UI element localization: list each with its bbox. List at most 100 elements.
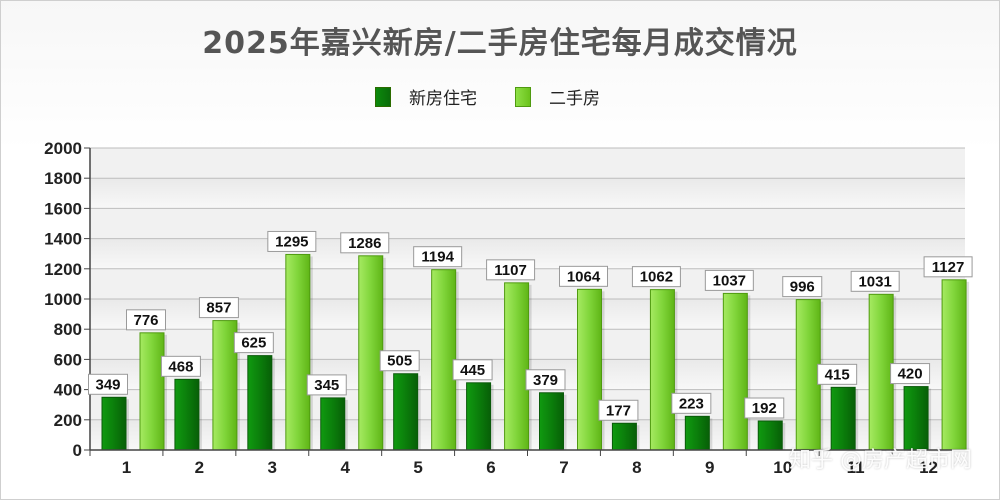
data-label: 505 bbox=[387, 353, 412, 370]
data-label: 1127 bbox=[932, 259, 965, 276]
legend-swatch-resale bbox=[515, 86, 531, 107]
data-label: 996 bbox=[790, 279, 815, 296]
data-label-box bbox=[923, 256, 973, 278]
data-label-box bbox=[744, 397, 785, 419]
bar-resale-housing bbox=[139, 332, 165, 451]
data-label-box bbox=[631, 266, 681, 288]
bar-resale-housing bbox=[722, 292, 748, 451]
data-label-box bbox=[88, 373, 128, 395]
bar-new-housing bbox=[903, 386, 929, 451]
data-label-box bbox=[267, 230, 317, 252]
data-label-box bbox=[817, 363, 858, 385]
bar-new-housing bbox=[174, 378, 200, 451]
x-tick-label: 12 bbox=[919, 458, 938, 477]
x-tick-label: 4 bbox=[340, 458, 350, 477]
data-label: 776 bbox=[133, 312, 158, 329]
x-tick-label: 7 bbox=[559, 458, 568, 477]
data-label: 1194 bbox=[421, 249, 454, 266]
data-label-box bbox=[782, 276, 823, 298]
bar-resale-housing bbox=[504, 282, 530, 451]
y-tick-label: 200 bbox=[54, 411, 82, 430]
legend-label-resale: 二手房 bbox=[549, 89, 600, 109]
legend-swatch-new bbox=[375, 86, 391, 107]
y-tick-label: 1000 bbox=[44, 290, 82, 309]
data-label: 192 bbox=[752, 400, 777, 417]
data-label-box bbox=[850, 270, 900, 292]
data-label: 415 bbox=[825, 366, 850, 383]
bar-new-housing bbox=[611, 422, 637, 451]
data-label: 468 bbox=[168, 358, 193, 375]
data-label-box bbox=[198, 297, 239, 319]
data-label: 1064 bbox=[567, 268, 601, 285]
data-label-box bbox=[233, 332, 274, 354]
data-label: 1286 bbox=[348, 235, 381, 252]
bar-resale-housing bbox=[577, 288, 602, 451]
x-tick-label: 6 bbox=[486, 458, 495, 477]
plot-band bbox=[90, 178, 965, 209]
x-tick-label: 1 bbox=[122, 458, 131, 477]
plot-band bbox=[90, 148, 965, 179]
bar-new-housing bbox=[393, 373, 419, 451]
data-label: 379 bbox=[533, 372, 558, 389]
bar-new-housing bbox=[247, 355, 273, 451]
bar-new-housing bbox=[539, 392, 564, 451]
bar-new-housing bbox=[684, 415, 710, 451]
chart-legend: 新房住宅 二手房 bbox=[375, 84, 638, 109]
data-label-box bbox=[890, 363, 931, 385]
x-tick-label: 11 bbox=[847, 458, 865, 477]
data-label: 625 bbox=[241, 335, 266, 352]
bar-resale-housing bbox=[795, 299, 821, 451]
y-tick-label: 2000 bbox=[44, 139, 82, 158]
data-label-box bbox=[126, 309, 166, 331]
x-tick-label: 2 bbox=[195, 458, 204, 477]
data-label: 445 bbox=[460, 362, 485, 379]
data-label-box bbox=[413, 246, 463, 268]
bar-resale-housing bbox=[285, 253, 311, 451]
x-tick-label: 5 bbox=[413, 458, 422, 477]
data-label: 177 bbox=[606, 402, 631, 419]
data-label-box bbox=[559, 265, 608, 287]
bar-resale-housing bbox=[431, 269, 457, 451]
data-label-box bbox=[704, 269, 754, 291]
y-tick-label: 0 bbox=[73, 441, 82, 460]
data-label-box bbox=[525, 369, 566, 391]
bar-resale-housing bbox=[358, 255, 384, 451]
data-label: 349 bbox=[95, 376, 120, 393]
x-tick-label: 10 bbox=[773, 458, 792, 477]
data-label: 1031 bbox=[858, 273, 891, 290]
y-tick-label: 1600 bbox=[44, 199, 82, 218]
data-label-box bbox=[486, 259, 536, 281]
bar-resale-housing bbox=[868, 293, 894, 451]
legend-item-resale: 二手房 bbox=[515, 84, 600, 109]
data-label: 1295 bbox=[275, 233, 308, 250]
bar-new-housing bbox=[101, 396, 127, 451]
y-tick-label: 800 bbox=[54, 320, 82, 339]
data-label: 1037 bbox=[713, 272, 746, 289]
y-tick-label: 1400 bbox=[44, 230, 82, 249]
bar-new-housing bbox=[466, 382, 492, 451]
bar-resale-housing bbox=[212, 320, 238, 451]
bar-resale-housing bbox=[649, 289, 675, 451]
bar-new-housing bbox=[320, 397, 346, 451]
y-tick-label: 1200 bbox=[44, 260, 82, 279]
data-label: 1107 bbox=[494, 262, 527, 279]
data-label: 420 bbox=[898, 366, 923, 383]
legend-item-new: 新房住宅 bbox=[375, 84, 477, 109]
chart-title: 2025年嘉兴新房/二手房住宅每月成交情况 bbox=[202, 26, 798, 61]
y-tick-label: 400 bbox=[54, 381, 82, 400]
bar-new-housing bbox=[830, 386, 856, 451]
y-tick-label: 1800 bbox=[44, 169, 82, 188]
data-label-box bbox=[598, 399, 639, 421]
plot-band bbox=[90, 208, 965, 239]
data-label-box bbox=[671, 392, 712, 414]
data-label-box bbox=[306, 374, 347, 396]
data-label-box bbox=[379, 350, 420, 372]
data-label: 1062 bbox=[640, 269, 673, 286]
y-tick-label: 600 bbox=[54, 350, 82, 369]
data-label: 857 bbox=[206, 300, 231, 317]
x-tick-label: 9 bbox=[705, 458, 714, 477]
zhihu-watermark: 知乎 @房产超市网 bbox=[789, 448, 972, 473]
legend-label-new: 新房住宅 bbox=[409, 89, 477, 109]
data-label-box bbox=[160, 355, 201, 377]
